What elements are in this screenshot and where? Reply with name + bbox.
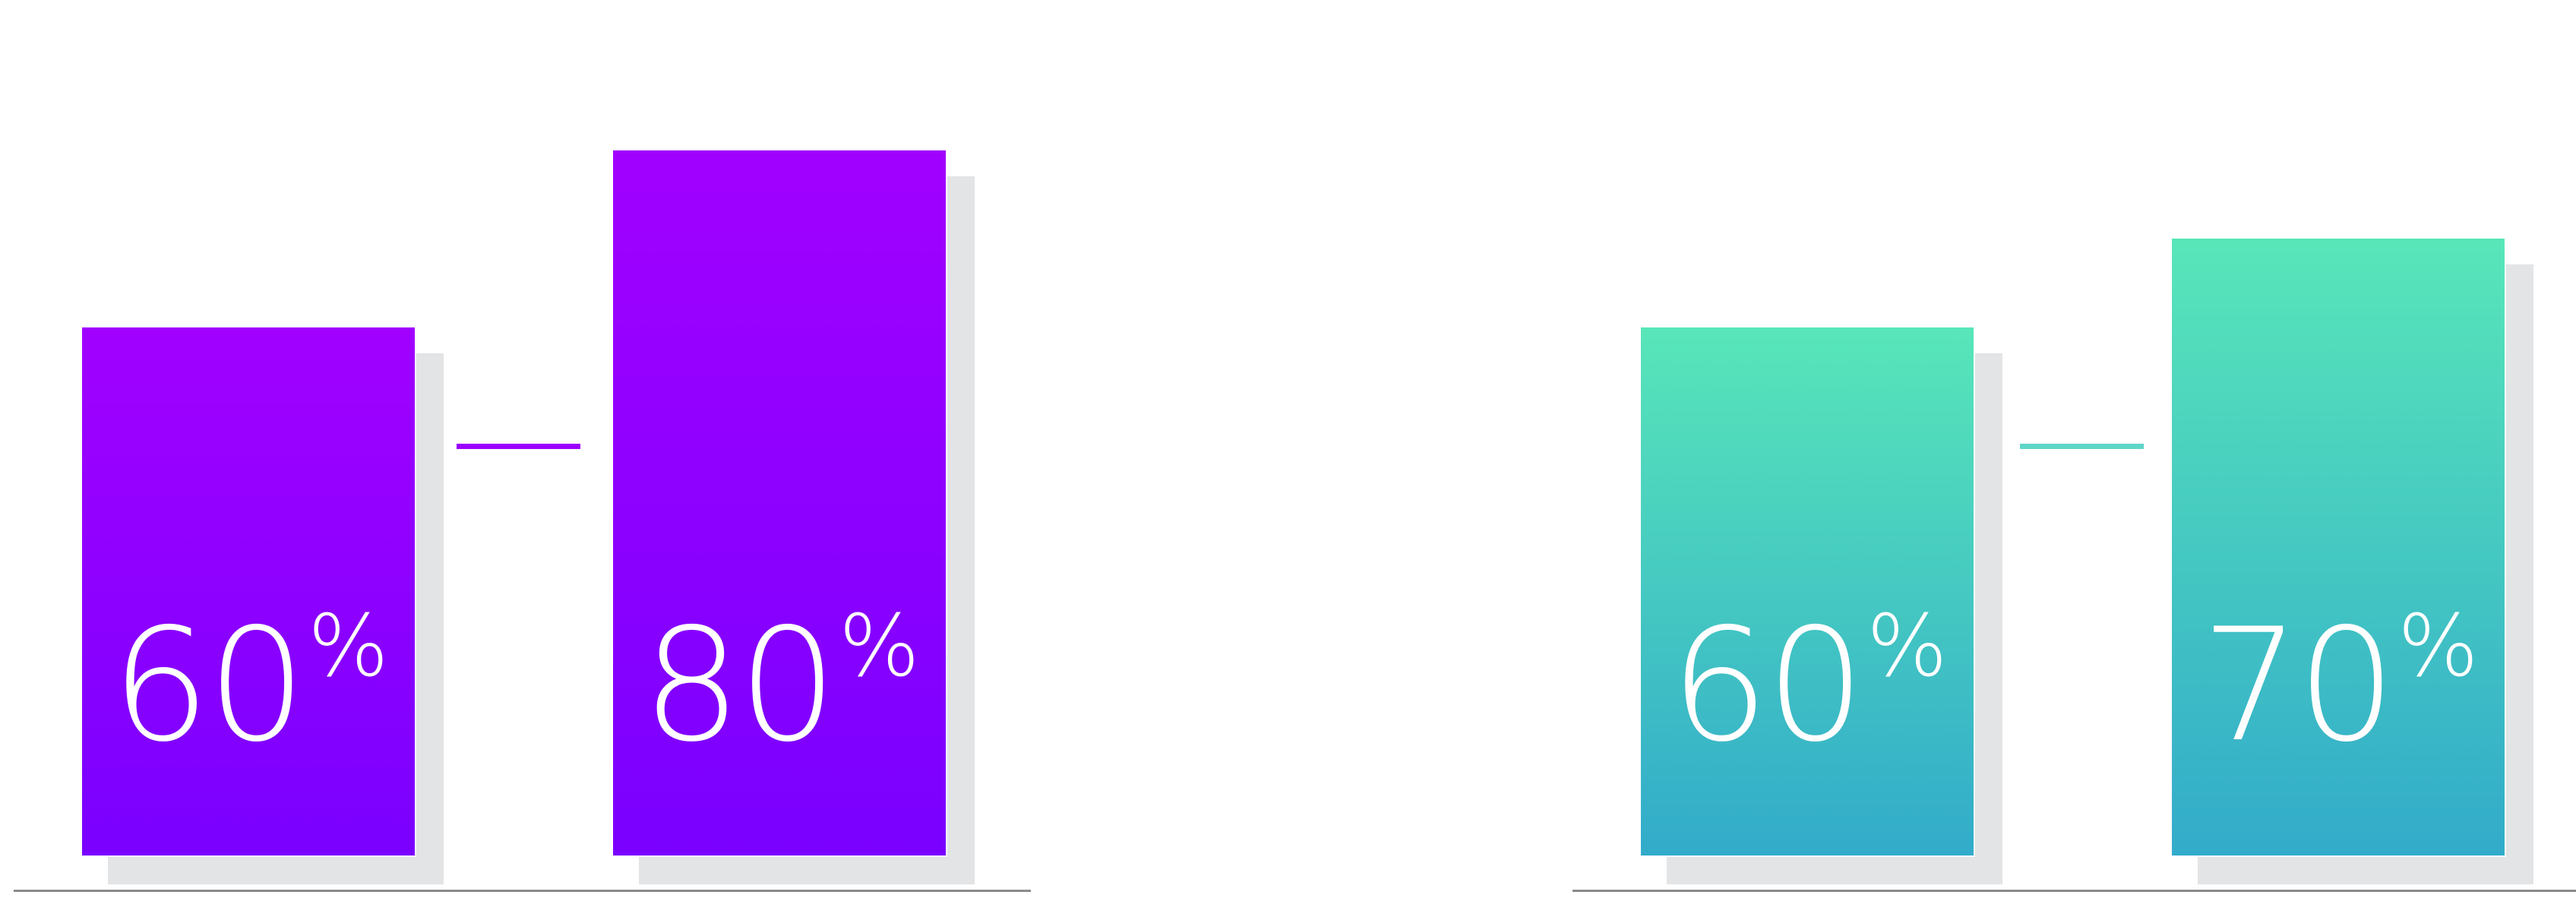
- chart-right: 60% 70%: [1559, 0, 2576, 914]
- bar-0: 60%: [81, 326, 416, 857]
- connector-line: [2020, 444, 2144, 449]
- bar-value-number: 60: [111, 596, 306, 776]
- baseline: [14, 890, 1031, 892]
- bar-value-number: 60: [1670, 596, 1865, 776]
- connector-line: [457, 444, 580, 449]
- bar-value-unit: %: [2397, 597, 2478, 696]
- chart-left: 60% 80%: [0, 0, 1064, 914]
- bar-value-unit: %: [839, 597, 919, 696]
- bar-value-label: 70%: [2172, 604, 2505, 764]
- bar-value-label: 60%: [1641, 604, 1974, 764]
- baseline: [1572, 890, 2576, 892]
- bar-0: 60%: [1639, 326, 1975, 857]
- bar-value-unit: %: [308, 597, 388, 696]
- bar-value-label: 60%: [82, 604, 415, 764]
- bar-1: 70%: [2170, 237, 2506, 857]
- bar-value-unit: %: [1866, 597, 1947, 696]
- bar-value-number: 80: [642, 596, 837, 776]
- bar-value-number: 70: [2201, 596, 2396, 776]
- bar-value-label: 80%: [613, 604, 946, 764]
- bar-1: 80%: [612, 149, 947, 857]
